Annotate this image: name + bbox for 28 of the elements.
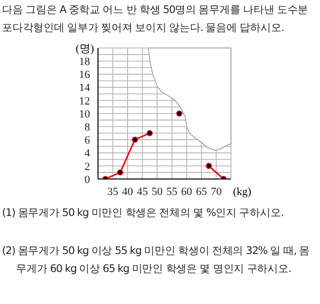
x-axis-title: (kg) [233, 186, 252, 198]
y-tick-label: 6 [84, 134, 90, 147]
point [117, 169, 124, 176]
point [146, 130, 153, 136]
y-tick-label: 2 [84, 160, 90, 173]
y-tick-label: 4 [84, 148, 90, 160]
x-tick-label: 60 [181, 186, 193, 198]
y-axis-title: (명) [76, 43, 94, 55]
y-tick-label: 8 [84, 122, 90, 134]
y-tick-label: 0 [84, 174, 90, 186]
y-tick-label: 10 [79, 108, 90, 120]
x-tick-label: 65 [196, 186, 208, 198]
point [206, 162, 212, 169]
x-tick-label: 45 [136, 186, 148, 198]
x-tick-label: 35 [107, 186, 119, 198]
point [176, 110, 182, 117]
x-tick-label: 50 [152, 186, 164, 198]
y-tick-label: 16 [79, 69, 90, 82]
y-tick-label: 18 [79, 56, 90, 68]
x-tick-label: 70 [210, 186, 222, 198]
y-tick-label: 14 [79, 82, 90, 94]
chart-title: 다음 그림은 A 중학교 어느 반 학생 50명의 몸무게를 나타낸 도수분포다각형인데 일부가 찢어져 보이지 않는다. 물음에 답하시오. [2, 3, 310, 36]
y-tick-label: 12 [79, 95, 90, 108]
point [132, 136, 138, 143]
text: (2) 몸무게가 50 kg 이상 55 kg 미만인 학생이 전체의 32% 일 때, 몸무게가 60 kg 이상 65 kg 미만인 학생은 몇 명인지 구하시오. [2, 244, 311, 277]
text: (1) 몸무게가 50 kg 미만인 학생은 전체의 몇 %인지 구하시오. [2, 206, 285, 221]
x-tick-label: 55 [166, 186, 178, 198]
x-tick-label: 40 [122, 186, 134, 198]
